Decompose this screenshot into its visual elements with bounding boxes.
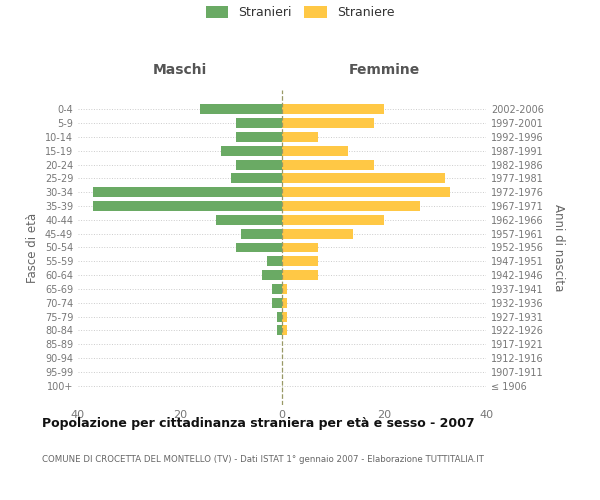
Y-axis label: Anni di nascita: Anni di nascita	[552, 204, 565, 291]
Bar	[267, 256, 282, 266]
Bar	[236, 132, 282, 142]
Bar	[282, 201, 420, 211]
Legend: Stranieri, Straniere: Stranieri, Straniere	[206, 6, 394, 20]
Bar	[282, 146, 349, 156]
Bar	[277, 326, 282, 336]
Bar	[282, 298, 287, 308]
Bar	[200, 104, 282, 115]
Bar	[272, 298, 282, 308]
Bar	[282, 132, 318, 142]
Bar	[221, 146, 282, 156]
Bar	[231, 174, 282, 184]
Bar	[282, 326, 287, 336]
Bar	[282, 242, 318, 252]
Bar	[282, 284, 287, 294]
Bar	[282, 270, 318, 280]
Bar	[282, 160, 374, 170]
Text: COMUNE DI CROCETTA DEL MONTELLO (TV) - Dati ISTAT 1° gennaio 2007 - Elaborazione: COMUNE DI CROCETTA DEL MONTELLO (TV) - D…	[42, 455, 484, 464]
Bar	[282, 215, 384, 225]
Bar	[236, 242, 282, 252]
Bar	[282, 256, 318, 266]
Text: Popolazione per cittadinanza straniera per età e sesso - 2007: Popolazione per cittadinanza straniera p…	[42, 418, 475, 430]
Bar	[272, 284, 282, 294]
Bar	[282, 187, 451, 197]
Bar	[277, 312, 282, 322]
Bar	[282, 118, 374, 128]
Bar	[282, 312, 287, 322]
Bar	[236, 160, 282, 170]
Bar	[216, 215, 282, 225]
Text: Maschi: Maschi	[153, 64, 207, 78]
Bar	[282, 104, 384, 115]
Bar	[94, 187, 282, 197]
Bar	[241, 228, 282, 238]
Y-axis label: Fasce di età: Fasce di età	[26, 212, 39, 282]
Bar	[94, 201, 282, 211]
Text: Femmine: Femmine	[349, 64, 419, 78]
Bar	[262, 270, 282, 280]
Bar	[282, 228, 353, 238]
Bar	[282, 174, 445, 184]
Bar	[236, 118, 282, 128]
